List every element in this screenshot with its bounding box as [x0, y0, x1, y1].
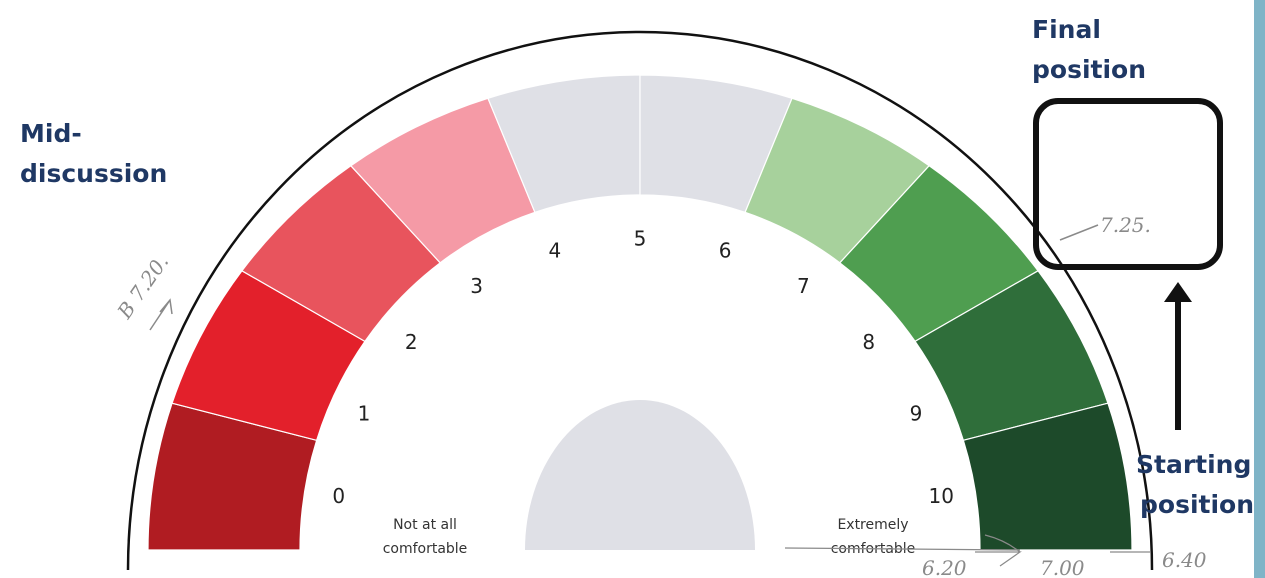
hand-lines — [784, 534, 1150, 567]
gauge-ring — [147, 74, 1133, 551]
scale-label: 5 — [634, 227, 647, 251]
annotation-start: Starting — [1136, 450, 1251, 479]
inner-hub — [525, 400, 755, 550]
handwriting: 6.40 — [1162, 548, 1207, 572]
final-box — [1033, 98, 1223, 270]
scale-label: 6 — [719, 239, 732, 263]
scale-labels: 0 1 2 3 4 5 6 7 8 9 10 — [332, 227, 954, 508]
annotation-start: position — [1140, 490, 1254, 519]
scale-label: 9 — [910, 402, 923, 426]
side-bar — [1254, 0, 1265, 578]
scale-label: 1 — [358, 402, 371, 426]
hand-line — [1059, 224, 1099, 241]
gauge-segment — [962, 402, 1133, 551]
high-label: Extremely — [837, 517, 908, 533]
hand-arrow — [149, 298, 173, 331]
scale-label: 2 — [405, 330, 418, 354]
low-label: comfortable — [383, 541, 468, 557]
scale-label: 10 — [929, 484, 954, 508]
scale-label: 8 — [862, 330, 875, 354]
handwriting: 7.00 — [1040, 556, 1085, 578]
arrow-head — [1164, 282, 1192, 302]
handwriting: 6.20 — [922, 556, 967, 578]
handwriting: 7.25. — [1100, 213, 1151, 237]
scale-label: 0 — [332, 484, 345, 508]
annotation-final: Final — [1032, 15, 1101, 44]
outer-arc — [126, 30, 1154, 571]
annotation-mid: discussion — [20, 159, 167, 188]
scale-label: 3 — [470, 274, 483, 298]
scale-label: 4 — [549, 239, 562, 263]
scale-label: 7 — [797, 274, 810, 298]
annotation-final: position — [1032, 55, 1146, 84]
low-label: Not at all — [393, 517, 457, 533]
annotation-mid: Mid- — [20, 119, 82, 148]
